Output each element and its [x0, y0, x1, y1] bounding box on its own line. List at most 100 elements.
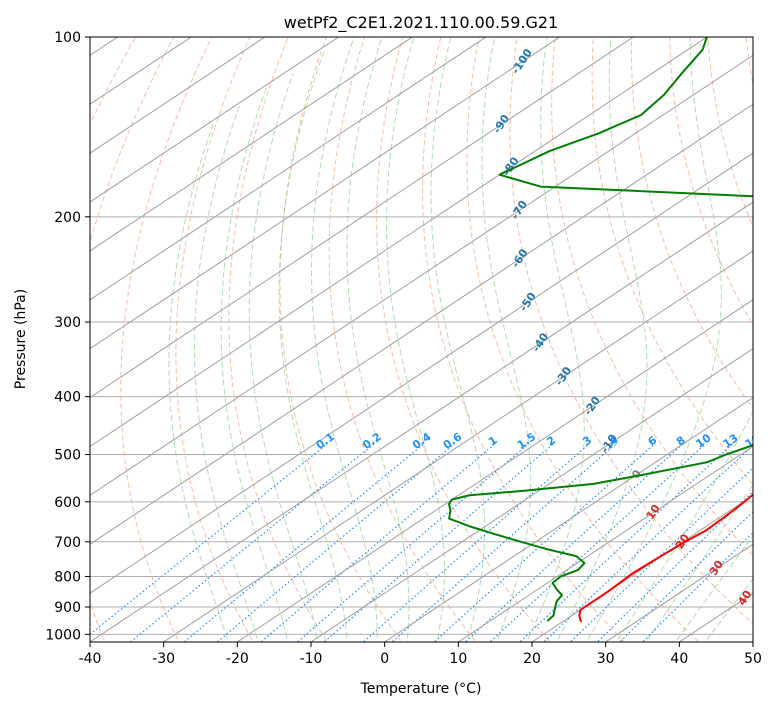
chart-title: wetPf2_C2E1.2021.110.00.59.G21: [284, 13, 558, 33]
isotherm-line: [90, 103, 753, 545]
x-tick-label: -20: [226, 651, 249, 667]
isotherm-line: [310, 348, 753, 642]
y-tick-label: 800: [54, 569, 81, 585]
dry-adiabat: [466, 37, 700, 642]
moist-adiabat: [645, 483, 753, 642]
dry-adiabat: [745, 37, 753, 88]
mixing-ratio-line: [619, 510, 753, 642]
y-tick-label: 300: [54, 315, 81, 331]
isotherm-line: [90, 37, 340, 203]
mixing-ratio-label: 3: [580, 434, 594, 449]
isotherm-label: -60: [509, 246, 531, 270]
dry-adiabat: [669, 37, 753, 327]
isotherm-label: -40: [530, 330, 552, 354]
isotherm-line: [90, 201, 753, 642]
moist-adiabat: [311, 37, 378, 642]
isotherm-line: [162, 250, 753, 642]
mixing-ratio-line: [90, 443, 328, 635]
mixing-ratio-label: 10: [693, 431, 713, 451]
moist-adiabat: [481, 37, 532, 642]
y-tick-label: 400: [54, 390, 81, 406]
y-axis: 100 200 300 400 500 600 700 800 900 1000: [45, 30, 90, 643]
mixing-ratio-label: 13: [721, 431, 741, 450]
mixing-ratio-line: [519, 443, 734, 642]
dewpoint-profile-line: [448, 37, 753, 622]
mixing-ratio-line: [433, 443, 655, 642]
isotherm-label: -30: [553, 364, 575, 388]
x-axis-label: Temperature (°C): [360, 681, 482, 697]
dry-adiabat: [376, 37, 551, 642]
moist-adiabat: [585, 37, 722, 642]
isotherm-line: [90, 37, 266, 154]
isotherm-line: [90, 37, 414, 252]
mixing-ratio-labels: 0.10.20.40.611.52346810131620253036: [314, 430, 775, 452]
dry-adiabat: [90, 37, 175, 642]
dry-adiabat: [707, 37, 753, 229]
x-tick-label: 20: [523, 651, 541, 667]
x-tick-label: 50: [744, 651, 762, 667]
x-tick-label: -10: [300, 651, 323, 667]
x-tick-label: 0: [380, 651, 389, 667]
plot-area: -100-90-80-70-60-50-40-30-20-10010203040…: [0, 10, 775, 659]
moist-adiabat: [430, 37, 486, 642]
isotherm-line: [236, 299, 753, 642]
mixing-ratio-label: 0.6: [441, 430, 465, 452]
isotherm-line: [90, 37, 487, 301]
moist-adiabat: [385, 37, 445, 642]
dry-adiabat: [551, 37, 753, 557]
isotherm-label: -50: [517, 290, 539, 314]
isotherm-line: [752, 641, 753, 642]
mixing-ratio-label: 2: [544, 434, 558, 449]
y-tick-label: 200: [54, 210, 81, 226]
isotherm-label: 30: [707, 558, 726, 578]
mixing-ratio-label: 20: [767, 431, 775, 451]
dry-adiabat: [591, 37, 753, 486]
dry-adiabat: [509, 37, 753, 625]
mixing-ratio-label: 1.5: [515, 430, 538, 452]
moist-adiabat: [556, 37, 648, 642]
mixing-ratio-line: [391, 443, 617, 642]
mixing-ratio-line: [489, 443, 706, 642]
y-tick-label: 600: [54, 495, 81, 511]
y-tick-label: 700: [54, 535, 81, 551]
isotherm-label: -70: [508, 198, 530, 222]
dry-adiabat: [279, 37, 403, 642]
moist-adiabat: [220, 84, 289, 642]
isotherm-label: 40: [735, 588, 754, 608]
y-tick-label: 1000: [45, 627, 81, 643]
mixing-ratio-line: [183, 443, 425, 642]
mixing-ratio-line: [260, 443, 496, 642]
moist-adiabat: [168, 124, 229, 642]
isotherm-line: [90, 152, 753, 594]
isotherm-line: [604, 543, 753, 642]
y-tick-label: 900: [54, 600, 81, 616]
mixing-ratio-line: [569, 467, 753, 642]
temperature-profile-line: [578, 493, 753, 623]
dry-adiabat: [175, 37, 254, 642]
moist-adiabat: [248, 73, 319, 642]
isotherm-label: -90: [490, 112, 512, 136]
mixing-ratio-label: 8: [674, 434, 688, 449]
dry-adiabat: [421, 37, 626, 642]
isotherm-line: [383, 396, 753, 642]
mixing-ratio-line: [323, 443, 554, 642]
x-tick-label: -30: [152, 651, 175, 667]
mixing-ratio-label: 16: [743, 431, 763, 451]
isotherm-line: [0, 10, 11, 659]
y-axis-label: Pressure (hPa): [13, 289, 29, 389]
x-tick-label: 40: [670, 651, 688, 667]
x-tick-label: -40: [79, 651, 102, 667]
dry-adiabat: [630, 37, 753, 410]
mixing-ratio-lines: [90, 443, 753, 642]
moist-adiabat: [278, 49, 348, 642]
moist-adiabat: [346, 37, 410, 642]
isotherm-line: [457, 445, 753, 642]
mixing-ratio-label: 6: [646, 433, 660, 448]
x-axis: -40 -30 -20 -10 0 10 20 30 40 50: [79, 642, 762, 667]
isotherm-label: -20: [581, 394, 603, 418]
x-tick-label: 10: [449, 651, 467, 667]
y-tick-label: 500: [54, 448, 81, 464]
dry-adiabat: [328, 37, 477, 642]
y-tick-label: 100: [54, 30, 81, 46]
